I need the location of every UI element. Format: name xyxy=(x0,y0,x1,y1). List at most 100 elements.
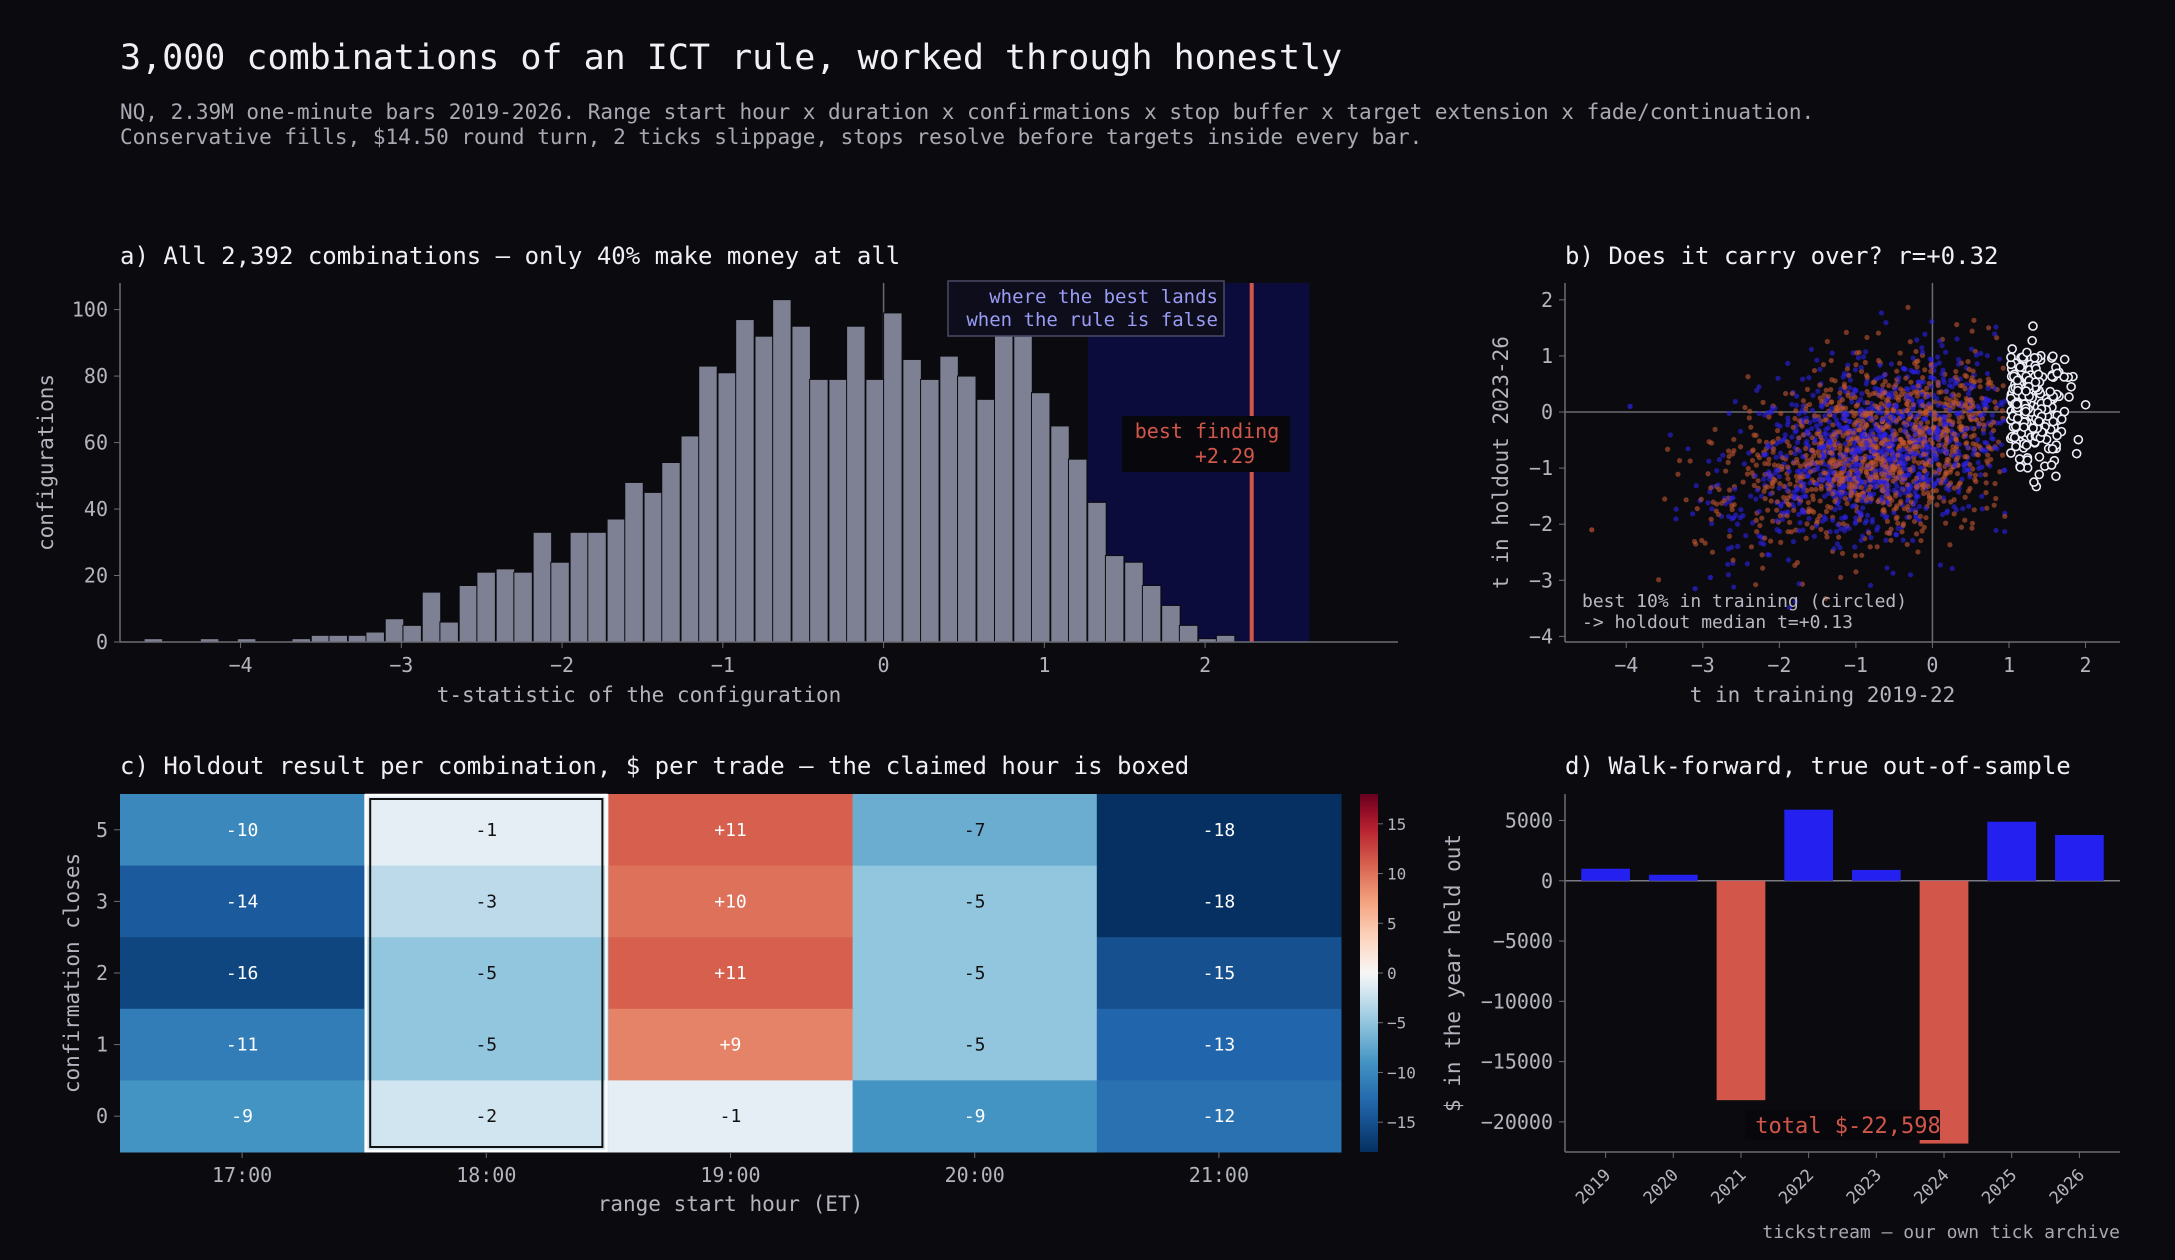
histogram-bar xyxy=(828,378,848,643)
scatter-point xyxy=(1807,469,1814,475)
scatter-point xyxy=(1820,362,1827,368)
scatter-point xyxy=(1944,459,1950,466)
scatter-point xyxy=(1773,454,1779,460)
heatmap-cell-label: -5 xyxy=(475,1035,497,1056)
scatter-point xyxy=(1777,439,1783,445)
scatter-point xyxy=(1876,393,1883,399)
scatter-point xyxy=(1772,477,1778,483)
scatter-point xyxy=(1882,371,1888,378)
scatter-point xyxy=(1837,460,1844,467)
scatter-point xyxy=(1889,447,1895,453)
scatter-point xyxy=(1962,517,1968,523)
y-tick-label: 3 xyxy=(96,889,108,913)
scatter-point xyxy=(1797,463,1804,469)
scatter-point xyxy=(1982,439,1988,445)
scatter-point xyxy=(1829,450,1835,456)
scatter-point xyxy=(1909,384,1915,390)
scatter-point xyxy=(1888,526,1894,532)
scatter-point xyxy=(1753,582,1759,588)
top10-point xyxy=(2046,460,2057,470)
scatter-point xyxy=(1867,582,1874,589)
scatter-point xyxy=(1884,518,1891,524)
scatter-point xyxy=(1746,450,1752,456)
scatter-point xyxy=(1872,444,1878,450)
scatter-point xyxy=(1913,515,1919,521)
scatter-point xyxy=(1761,452,1768,458)
scatter-point xyxy=(1863,483,1870,489)
scatter-point xyxy=(1884,500,1891,506)
scatter-point xyxy=(1943,520,1949,526)
scatter-point xyxy=(1785,557,1792,563)
scatter-point xyxy=(1818,460,1824,466)
scatter-point xyxy=(1926,380,1932,387)
scatter-point xyxy=(1953,456,1959,463)
scatter-point xyxy=(1931,446,1937,452)
scatter-point xyxy=(1714,468,1720,474)
scatter-point xyxy=(1951,504,1957,510)
scatter-point xyxy=(1895,463,1901,469)
x-tick-label: 0 xyxy=(878,653,890,677)
scatter-point xyxy=(1959,476,1965,482)
scatter-point xyxy=(1823,508,1830,515)
scatter-point xyxy=(1893,404,1899,410)
scatter-point xyxy=(1822,399,1829,405)
scatter-point xyxy=(1848,395,1855,401)
scatter-point xyxy=(1836,481,1842,487)
scatter-point xyxy=(1834,541,1841,547)
scatter-point xyxy=(1858,364,1864,371)
scatter-point xyxy=(1796,435,1802,441)
scatter-point xyxy=(1721,498,1727,504)
scatter-point xyxy=(1744,561,1750,567)
scatter-point xyxy=(1858,466,1864,472)
scatter-point xyxy=(1774,507,1780,513)
scatter-point xyxy=(1915,437,1921,443)
scatter-point xyxy=(1817,366,1823,372)
scatter-point xyxy=(1712,426,1718,433)
scatter-point xyxy=(1998,442,2004,448)
scatter-point xyxy=(1894,410,1901,416)
top10-point xyxy=(2021,386,2031,396)
scatter-point xyxy=(1841,381,1848,387)
scatter-point xyxy=(1793,428,1799,434)
top10-point xyxy=(2033,369,2044,380)
scatter-point xyxy=(1842,405,1849,411)
scatter-point xyxy=(1969,425,1975,431)
null-annotation-line-1: where the best lands xyxy=(989,286,1218,308)
scatter-point xyxy=(1904,393,1910,399)
page-subtitle-line-2: Conservative fills, $14.50 round turn, 2… xyxy=(120,125,1422,149)
scatter-point xyxy=(1871,448,1877,454)
scatter-point xyxy=(1725,459,1731,466)
histogram-bar xyxy=(735,319,755,643)
null-annotation-box xyxy=(947,280,1225,337)
scatter-point xyxy=(1866,432,1873,438)
scatter-point xyxy=(1844,366,1851,372)
scatter-point xyxy=(1725,561,1731,567)
heatmap-cell xyxy=(364,937,609,1010)
scatter-point xyxy=(1952,462,1958,468)
scatter-point xyxy=(1787,481,1793,487)
x-tick-label: 2021 xyxy=(1707,1165,1750,1208)
histogram-bar xyxy=(384,618,405,643)
scatter-point xyxy=(1809,525,1815,531)
scatter-point xyxy=(1838,386,1844,392)
scatter-point xyxy=(1938,448,1944,455)
scatter-point xyxy=(1800,527,1806,533)
scatter-point xyxy=(1975,460,1981,466)
scatter-point xyxy=(1810,392,1816,398)
scatter-point xyxy=(1893,475,1900,481)
scatter-point xyxy=(1884,481,1890,487)
scatter-point xyxy=(1974,361,1980,367)
scatter-point xyxy=(1749,470,1755,476)
scatter-point xyxy=(1996,356,2003,362)
scatter-point xyxy=(1966,467,1972,473)
histogram-bar xyxy=(920,378,940,643)
scatter-point xyxy=(1978,350,1984,356)
scatter-point xyxy=(1687,458,1693,464)
scatter-point xyxy=(1884,513,1890,520)
x-tick-label: 20:00 xyxy=(945,1163,1005,1187)
heatmap-cell xyxy=(120,794,365,867)
scatter-point xyxy=(1999,408,2005,414)
scatter-point xyxy=(1828,387,1834,393)
scatter-point xyxy=(1951,497,1957,503)
scatter-point xyxy=(1875,524,1881,530)
